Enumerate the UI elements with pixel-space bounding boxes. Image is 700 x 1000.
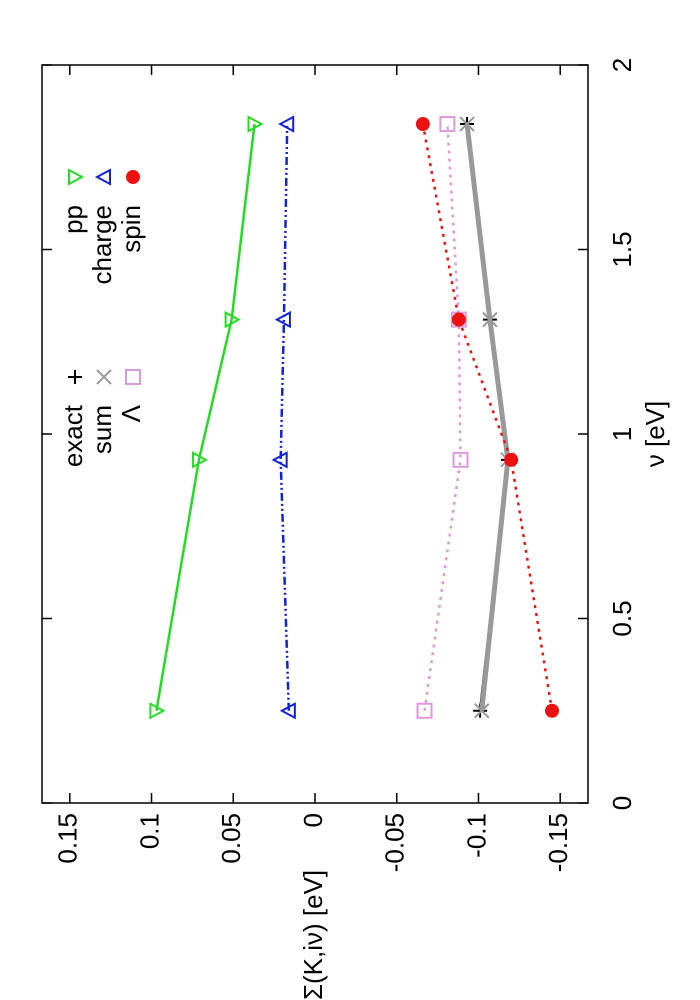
marker xyxy=(545,703,560,718)
x-axis-title: ν [eV] xyxy=(640,401,670,467)
marker xyxy=(504,452,519,467)
marker xyxy=(474,703,490,719)
series-line xyxy=(279,124,291,711)
legend-label: spin xyxy=(116,205,146,253)
x-tick-label: 0 xyxy=(607,796,637,810)
y-tick-label: -0.15 xyxy=(543,813,573,872)
legend-marker xyxy=(68,168,85,186)
marker xyxy=(271,451,288,469)
x-tick-label: 0.5 xyxy=(607,600,637,636)
x-tick-label: 2 xyxy=(607,58,637,72)
x-tick-label: 1.5 xyxy=(607,231,637,267)
legend-marker xyxy=(125,369,141,385)
legend-marker xyxy=(68,370,82,384)
marker xyxy=(482,311,498,328)
legend-marker xyxy=(126,170,140,184)
y-tick-label: 0.1 xyxy=(134,813,164,849)
legend-label: sum xyxy=(87,405,117,454)
marker xyxy=(149,702,166,720)
legend-marker xyxy=(94,168,111,186)
series-line xyxy=(155,123,256,711)
marker xyxy=(415,117,430,132)
marker xyxy=(191,451,209,469)
marker xyxy=(247,115,264,133)
marker xyxy=(416,702,433,719)
series-line xyxy=(464,123,511,712)
marker xyxy=(279,702,296,720)
y-tick-label: -0.05 xyxy=(380,813,410,872)
marker xyxy=(452,451,469,468)
marker xyxy=(274,310,291,329)
plot-area: ν [eV] Im Σ(K,iν) [eV] 0 0.5 1 1.5 2 0.15 0.1 0… xyxy=(41,58,670,1000)
series-line xyxy=(421,123,554,711)
y-tick-label: 0.15 xyxy=(53,813,83,864)
marker xyxy=(224,310,241,329)
legend-label: pp xyxy=(58,205,88,234)
marker xyxy=(278,115,295,133)
marker xyxy=(451,312,466,327)
legend-label: charge xyxy=(87,205,117,285)
legend-marker xyxy=(96,369,112,385)
marker xyxy=(439,116,456,133)
y-tick-label: 0 xyxy=(298,813,328,827)
legend-label: Λ xyxy=(116,404,146,422)
marker xyxy=(459,116,475,132)
series-line xyxy=(423,123,462,711)
y-axis-title: Im Σ(K,iν) [eV] xyxy=(298,870,328,1000)
y-tick-label: 0.05 xyxy=(216,813,246,864)
legend-label: exact xyxy=(58,404,88,467)
y-tick-label: -0.1 xyxy=(461,813,491,858)
x-tick-label: 1 xyxy=(607,427,637,441)
